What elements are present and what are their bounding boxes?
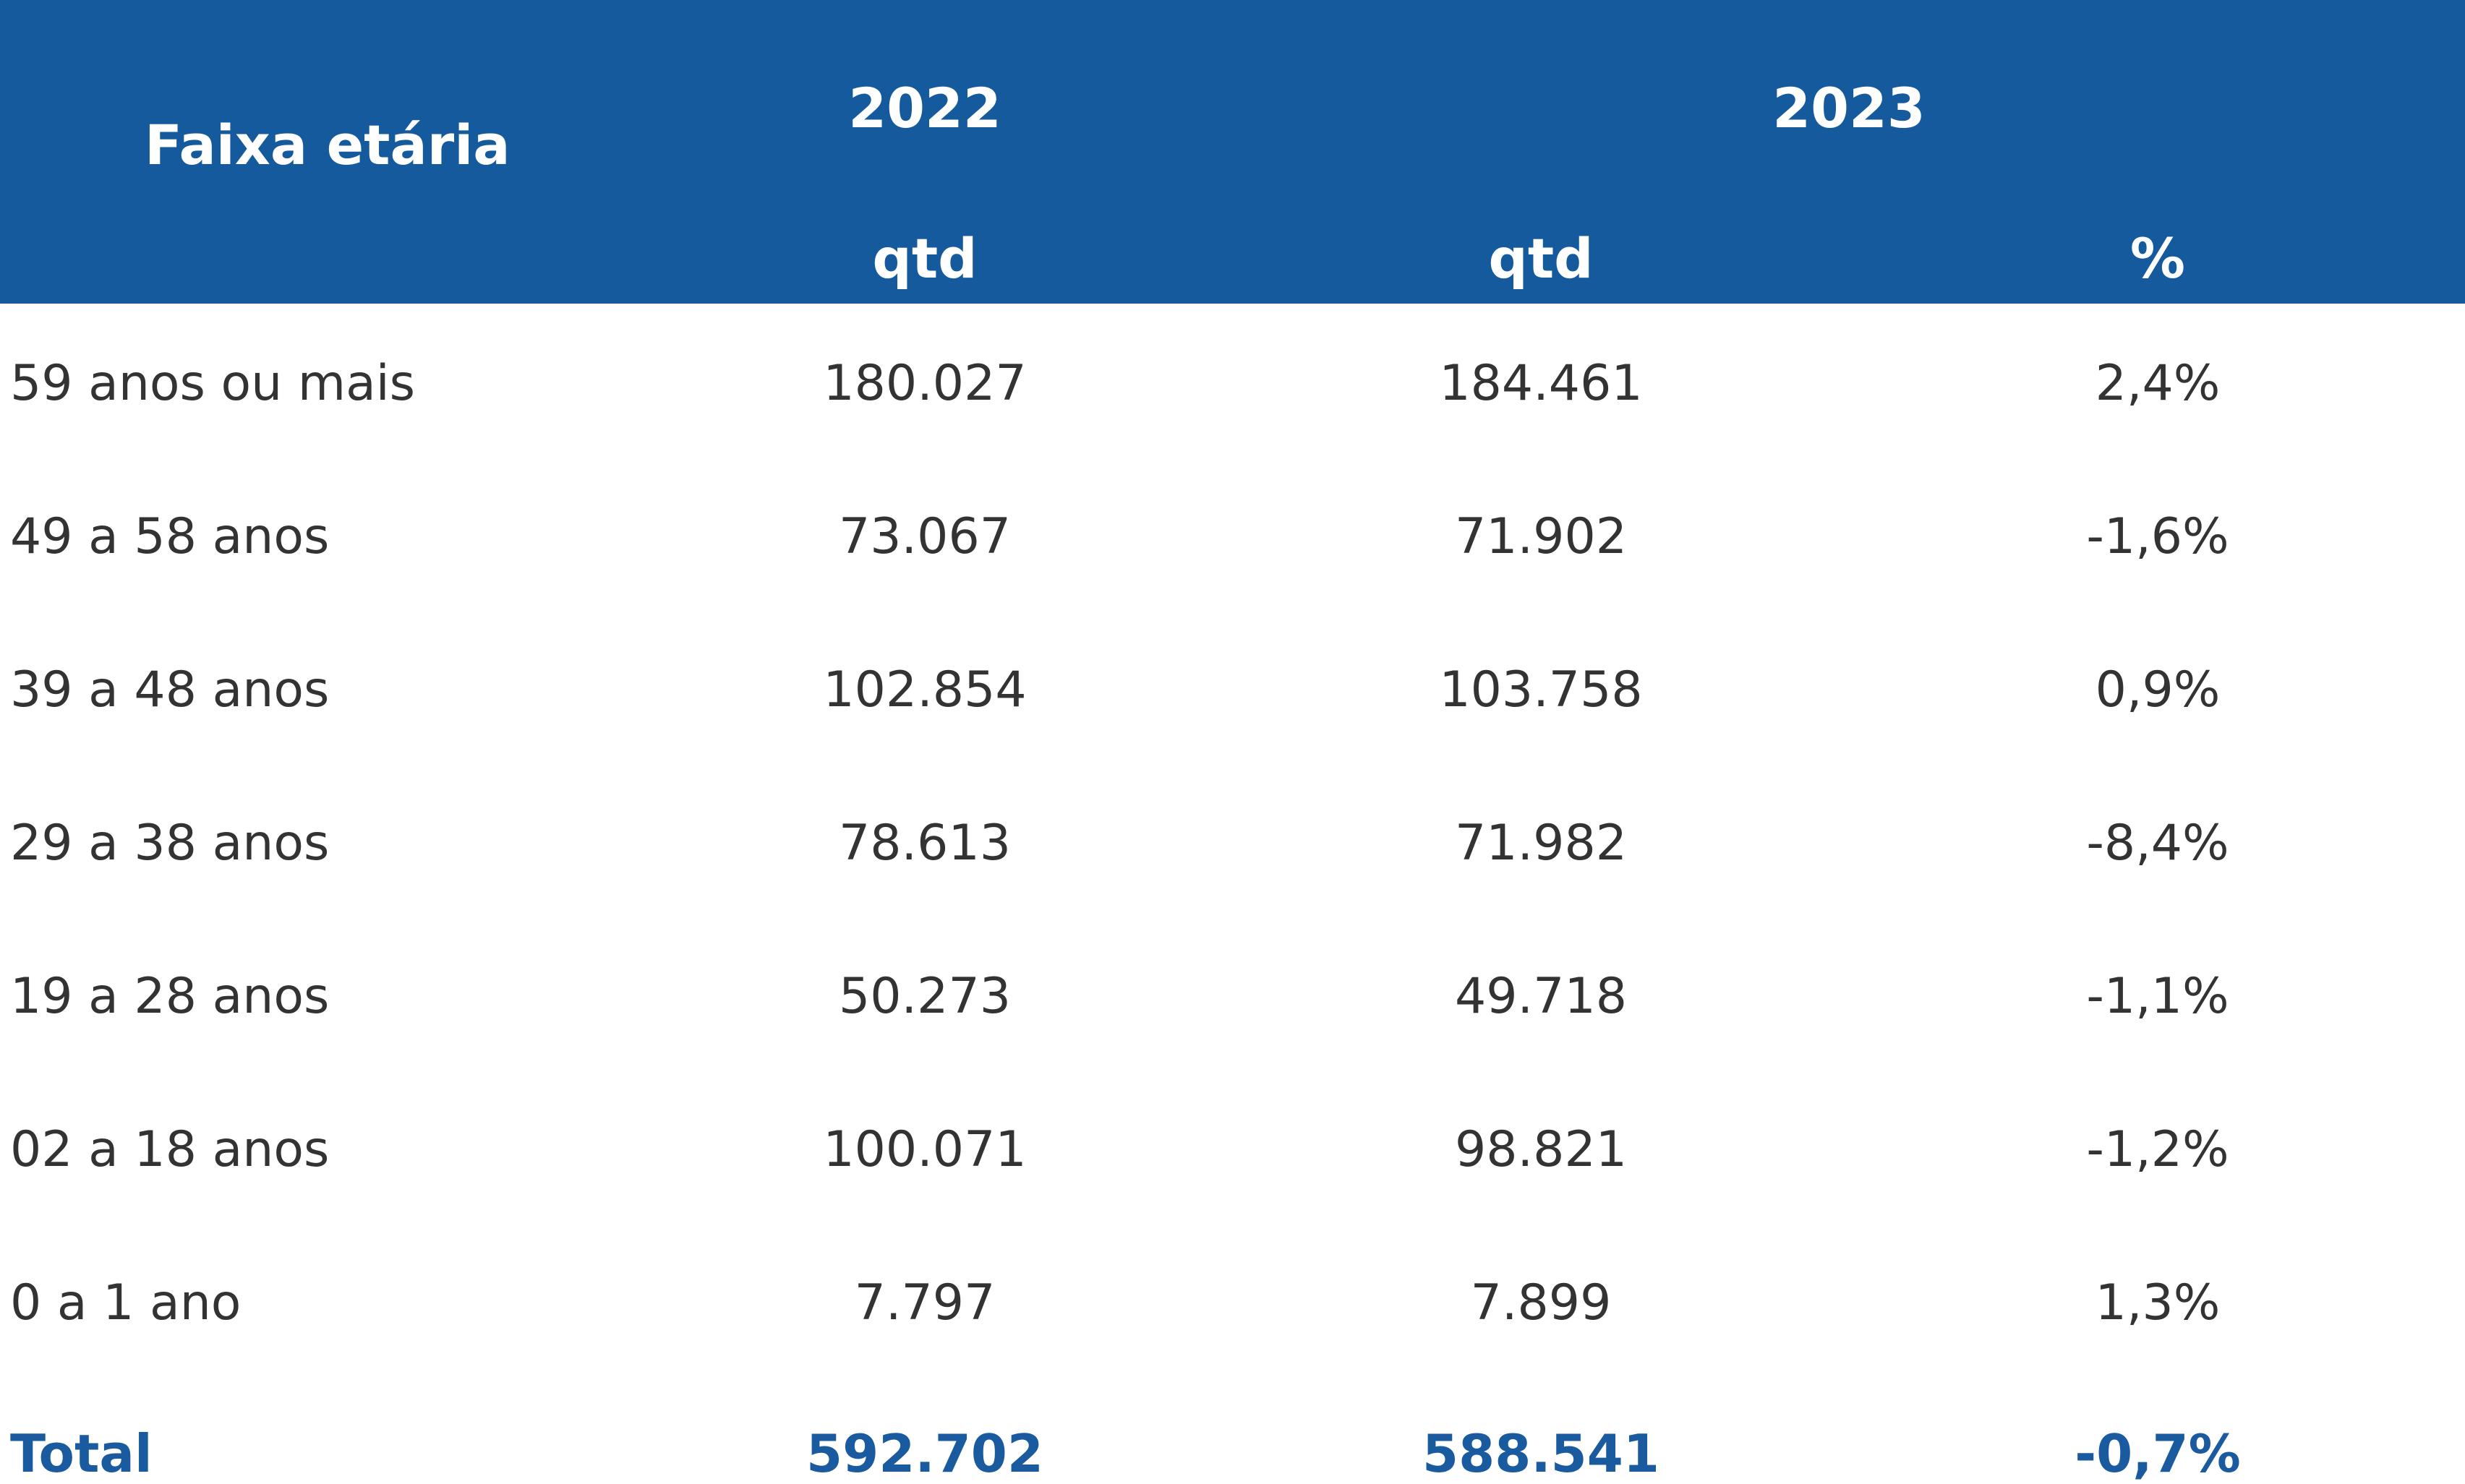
row-faixa: 0 a 1 ano [10, 1274, 242, 1331]
header-year-2023: 2023 [1772, 76, 1926, 140]
row-faixa: 02 a 18 anos [10, 1121, 330, 1178]
row-qtd-2022: 102.854 [823, 661, 1027, 719]
total-label: Total [10, 1423, 153, 1484]
row-qtd-2023: 7.899 [1470, 1274, 1612, 1331]
row-qtd-2022: 7.797 [854, 1274, 996, 1331]
row-pct: -1,1% [2086, 968, 2229, 1025]
row-qtd-2022: 100.071 [823, 1121, 1027, 1178]
total-qtd-2022: 592.702 [806, 1423, 1043, 1484]
row-faixa: 29 a 38 anos [10, 815, 330, 872]
row-qtd-2022: 78.613 [839, 815, 1011, 872]
row-faixa: 39 a 48 anos [10, 661, 330, 719]
row-pct: -8,4% [2086, 815, 2229, 872]
header-qtd-2023: qtd [1488, 226, 1594, 291]
row-qtd-2022: 73.067 [839, 508, 1011, 565]
row-qtd-2023: 71.982 [1455, 815, 1627, 872]
row-qtd-2023: 49.718 [1455, 968, 1627, 1025]
header-pct-2023: % [2129, 226, 2186, 291]
table-header: Faixa etária 2022 2023 qtd qtd % [0, 0, 2465, 304]
total-pct: -0,7% [2075, 1423, 2241, 1484]
header-qtd-2022: qtd [872, 226, 978, 291]
row-qtd-2023: 103.758 [1439, 661, 1643, 719]
row-pct: -1,2% [2086, 1121, 2229, 1178]
row-faixa: 59 anos ou mais [10, 355, 416, 412]
row-qtd-2023: 184.461 [1439, 355, 1643, 412]
row-pct: 0,9% [2095, 661, 2221, 719]
header-year-2022: 2022 [848, 76, 1001, 140]
row-pct: 2,4% [2095, 355, 2221, 412]
row-qtd-2023: 71.902 [1455, 508, 1627, 565]
row-faixa: 19 a 28 anos [10, 968, 330, 1025]
row-pct: 1,3% [2095, 1274, 2221, 1331]
total-qtd-2023: 588.541 [1422, 1423, 1659, 1484]
row-pct: -1,6% [2086, 508, 2229, 565]
row-qtd-2022: 180.027 [823, 355, 1027, 412]
header-faixa-etaria: Faixa etária [145, 113, 510, 177]
row-qtd-2022: 50.273 [839, 968, 1011, 1025]
row-faixa: 49 a 58 anos [10, 508, 330, 565]
row-qtd-2023: 98.821 [1455, 1121, 1627, 1178]
